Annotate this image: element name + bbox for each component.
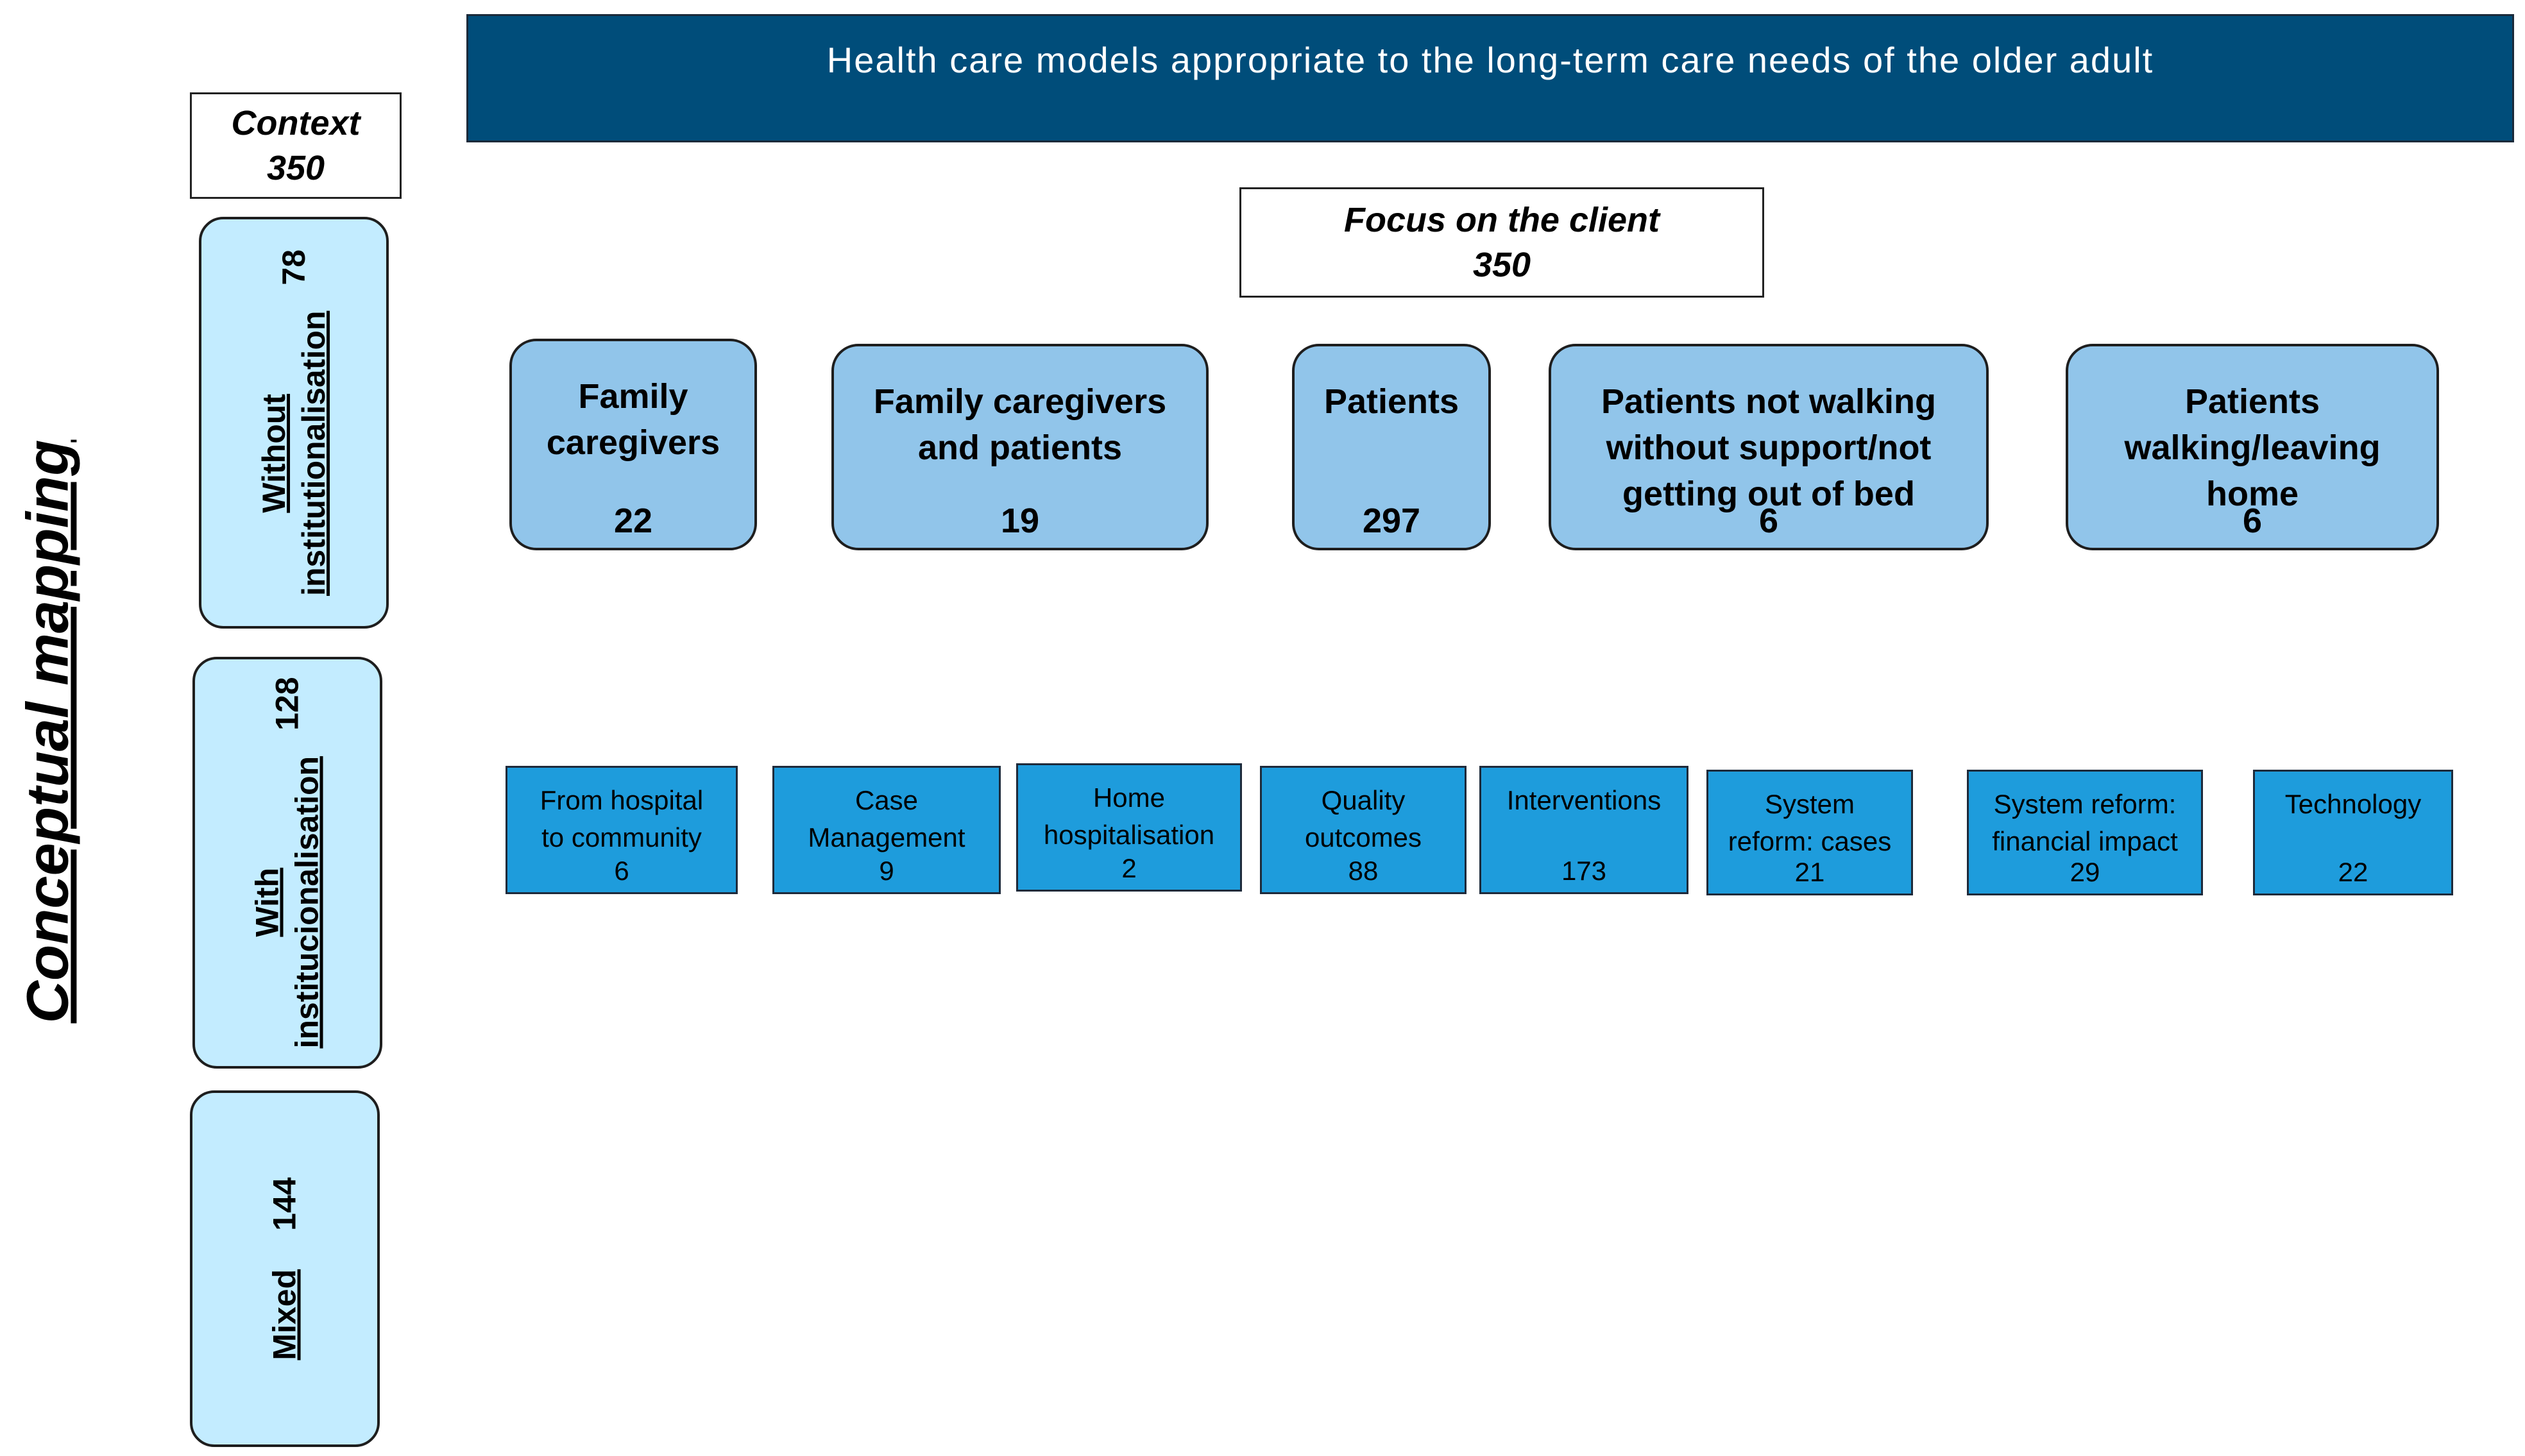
topic-count: 29 bbox=[2070, 857, 2100, 887]
client-patients-not-walking: Patients not walking without support/not… bbox=[1549, 344, 1989, 550]
category-without-institutionalisation: Without institutionalisation 78 bbox=[199, 217, 389, 629]
topic-case-management: Case Management 9 bbox=[772, 766, 1001, 894]
focus-on-client-box: Focus on the client 350 bbox=[1239, 187, 1764, 298]
client-patients: Patients 297 bbox=[1292, 344, 1491, 550]
topic-count: 2 bbox=[1121, 853, 1137, 883]
category-with-institutionalisation: With institucionalisation 128 bbox=[192, 657, 382, 1069]
category-count: 144 bbox=[266, 1177, 303, 1231]
context-label: Context bbox=[231, 104, 361, 142]
category-count: 78 bbox=[276, 249, 312, 285]
client-label-line2: walking/leaving bbox=[2124, 428, 2381, 467]
client-count: 297 bbox=[1362, 502, 1421, 540]
client-label-line1: Patients bbox=[2184, 382, 2320, 421]
client-label-line2: caregivers bbox=[546, 423, 720, 462]
client-count: 19 bbox=[1000, 502, 1040, 540]
category-label-line2: institucionalisation bbox=[289, 756, 325, 1049]
diagram-title-banner: Health care models appropriate to the lo… bbox=[466, 14, 2514, 142]
topic-count: 9 bbox=[879, 856, 894, 886]
client-label-line3: home bbox=[2206, 475, 2299, 513]
side-title-container: Conceptual mapping bbox=[0, 423, 96, 1039]
focus-count: 350 bbox=[1472, 246, 1531, 284]
topic-label-line2: outcomes bbox=[1304, 822, 1422, 852]
category-mixed: Mixed 144 bbox=[190, 1090, 380, 1447]
topic-label-line1: Quality bbox=[1321, 785, 1406, 815]
context-box: Context 350 bbox=[190, 92, 402, 199]
client-label-line1: Family bbox=[578, 377, 688, 416]
client-family-caregivers-and-patients: Family caregivers and patients 19 bbox=[831, 344, 1209, 550]
topic-system-reform-financial-impact: System reform: financial impact 29 bbox=[1967, 770, 2203, 895]
topic-label-line2: financial impact bbox=[1992, 826, 2178, 856]
topic-interventions: Interventions 173 bbox=[1479, 766, 1688, 894]
client-label-line1: Patients bbox=[1323, 382, 1459, 421]
category-label-line1: Without bbox=[256, 394, 292, 513]
category-label-line2: institutionalisation bbox=[296, 310, 332, 597]
topic-label-line1: System bbox=[1764, 789, 1855, 819]
client-count: 6 bbox=[1758, 502, 1779, 540]
context-count: 350 bbox=[266, 149, 325, 187]
topic-count: 173 bbox=[1561, 856, 1607, 886]
topic-count: 88 bbox=[1348, 856, 1379, 886]
diagram-title: Health care models appropriate to the lo… bbox=[826, 40, 2154, 80]
topic-label-line2: reform: cases bbox=[1728, 826, 1892, 856]
topic-count: 22 bbox=[2338, 857, 2368, 887]
client-family-caregivers: Family caregivers 22 bbox=[509, 339, 757, 550]
client-count: 22 bbox=[613, 502, 653, 540]
topic-count: 21 bbox=[1794, 857, 1825, 887]
topic-count: 6 bbox=[614, 856, 629, 886]
topic-technology: Technology 22 bbox=[2253, 770, 2453, 895]
topic-home-hospitalisation: Home hospitalisation 2 bbox=[1016, 763, 1242, 892]
client-label-line3: getting out of bed bbox=[1622, 475, 1915, 513]
topic-label-line2: Management bbox=[808, 822, 965, 852]
topic-quality-outcomes: Quality outcomes 88 bbox=[1260, 766, 1467, 894]
client-label-line2: without support/not bbox=[1606, 428, 1932, 467]
topic-label-line1: Technology bbox=[2284, 789, 2422, 819]
side-title: Conceptual mapping bbox=[15, 439, 81, 1023]
topic-label-line1: Home bbox=[1092, 783, 1166, 813]
topic-label-line1: System reform: bbox=[1993, 789, 2177, 819]
category-count: 128 bbox=[269, 677, 305, 731]
topic-label-line1: From hospital bbox=[540, 785, 704, 815]
topic-label-line2: to community bbox=[541, 822, 702, 852]
topic-hospital-to-community: From hospital to community 6 bbox=[506, 766, 738, 894]
topic-label-line2: hospitalisation bbox=[1043, 820, 1215, 850]
topic-system-reform-cases: System reform: cases 21 bbox=[1706, 770, 1913, 895]
category-label-line1: With bbox=[250, 867, 285, 937]
focus-label: Focus on the client bbox=[1343, 201, 1660, 239]
client-label-line1: Family caregivers bbox=[873, 382, 1167, 421]
client-patients-walking: Patients walking/leaving home 6 bbox=[2066, 344, 2439, 550]
category-label-line1: Mixed bbox=[266, 1269, 303, 1360]
client-label-line1: Patients not walking bbox=[1601, 382, 1937, 421]
client-count: 6 bbox=[2242, 502, 2263, 540]
topic-label-line1: Interventions bbox=[1506, 785, 1662, 815]
client-label-line2: and patients bbox=[917, 428, 1123, 467]
topic-label-line1: Case bbox=[854, 785, 919, 815]
